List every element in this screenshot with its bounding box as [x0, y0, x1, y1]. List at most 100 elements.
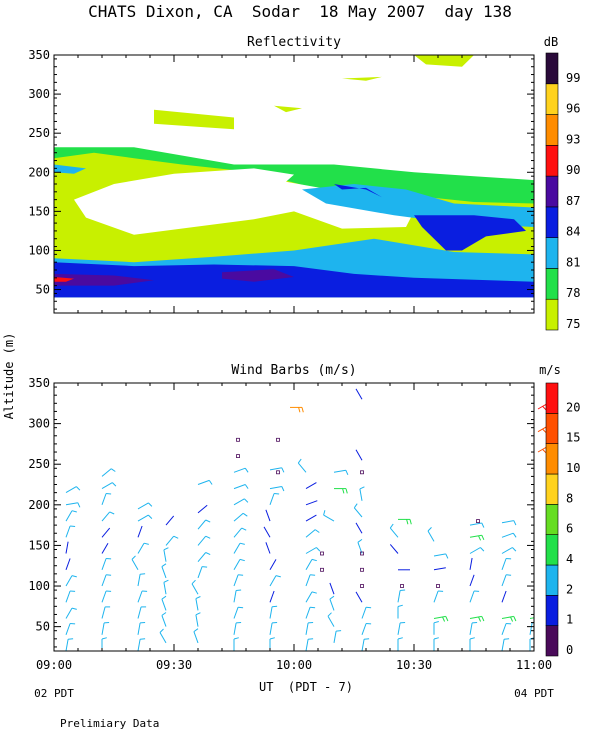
reflectivity-colorbar-label: 93 — [566, 132, 580, 146]
reflectivity-colorbar-label: 90 — [566, 163, 580, 177]
wind-barb — [427, 527, 435, 542]
wind-barb-staff — [233, 467, 246, 473]
reflectivity-y-tick-label: 50 — [36, 283, 50, 297]
wind-barb-feather — [101, 637, 107, 640]
wind-barb-feather — [323, 510, 326, 516]
wind-barb-staff — [269, 622, 273, 635]
wind-barb-staff — [161, 615, 167, 627]
wind-barb — [305, 622, 314, 635]
wind-calm-marker — [400, 584, 404, 588]
wind-barb-staff — [65, 623, 71, 635]
wind-barb-feather — [359, 486, 365, 490]
wind-barb-feather — [205, 535, 211, 539]
wind-barb-feather — [316, 547, 321, 552]
reflectivity-colorbar-label: 78 — [566, 286, 580, 300]
wind-barb — [469, 590, 480, 603]
wind-barb — [305, 591, 317, 603]
wind-barb-staff — [361, 607, 367, 619]
wind-barb-staff — [195, 598, 199, 611]
wind-barb — [501, 574, 512, 587]
wind-barb — [101, 590, 112, 603]
wind-barb — [65, 510, 77, 522]
reflectivity-y-tick-label: 350 — [28, 48, 50, 62]
wind-barb — [355, 591, 363, 603]
wind-barb-staff — [137, 590, 143, 603]
wind-barb-staff — [397, 622, 401, 635]
wind-barb-staff — [329, 582, 335, 595]
wind-barb-feather — [143, 542, 149, 545]
wind-barb-staff — [469, 574, 475, 587]
wind-barb-staff — [101, 574, 107, 587]
wind-barb-staff — [269, 486, 282, 490]
wind-barb — [65, 502, 81, 508]
wind-barb-staff — [65, 639, 69, 651]
reflectivity-contours — [54, 55, 534, 298]
wind-colorbar-swatch — [545, 534, 559, 566]
wind-barb-staff — [305, 514, 317, 522]
wind-barb-staff — [163, 549, 167, 562]
wind-barb — [233, 542, 245, 554]
x-tick-label: 10:00 — [276, 658, 312, 672]
wind-barb-feather — [239, 542, 245, 545]
wind-barb-staff — [165, 535, 175, 546]
wind-barb-staff — [233, 590, 237, 603]
wind-barb-staff — [433, 553, 446, 557]
wind-barb — [137, 542, 149, 554]
reflectivity-y-tick-label: 250 — [28, 126, 50, 140]
wind-barb-staff — [137, 574, 141, 587]
wind-barb — [137, 590, 148, 603]
wind-barb — [269, 590, 275, 603]
wind-barb-staff — [529, 622, 533, 635]
wind-barb-staff — [165, 515, 175, 526]
reflectivity-colorbar-label: 84 — [566, 225, 580, 239]
wind-barb-staff — [233, 607, 239, 619]
wind-barb-feather — [481, 522, 485, 528]
wind-barb-staff — [469, 534, 482, 538]
wind-barb-staff — [233, 527, 243, 538]
wind-barb-feather — [345, 469, 349, 476]
reflectivity-colorbar-swatch — [545, 206, 559, 238]
wind-barb — [433, 637, 439, 651]
wind-colorbar-label: 2 — [566, 582, 573, 596]
wind-barb-feather — [409, 519, 412, 525]
wind-barb — [101, 482, 117, 490]
wind-barb-staff — [233, 622, 237, 635]
wind-barb-strong-feather — [298, 407, 301, 413]
wind-barb — [469, 637, 475, 651]
wind-barb-staff — [305, 559, 313, 571]
wind-barb — [233, 637, 239, 651]
wind-barb-staff — [469, 615, 482, 619]
wind-barb-feather — [244, 484, 249, 489]
wind-barb-staff — [359, 488, 363, 501]
wind-barb-staff — [355, 522, 363, 534]
reflectivity-title: Reflectivity — [247, 35, 341, 50]
wind-colorbar-label: 4 — [566, 552, 573, 566]
reflectivity-contour-84 — [54, 262, 534, 298]
wind-barb-staff — [65, 558, 71, 570]
wind-barb — [101, 493, 112, 505]
wind-barb-feather — [159, 628, 164, 633]
wind-barb — [197, 552, 211, 563]
wind-barb-staff — [297, 462, 307, 473]
wind-barb-staff — [193, 631, 199, 644]
wind-barb — [329, 595, 335, 611]
wind-barb-staff — [361, 639, 365, 651]
wind-barb — [161, 595, 167, 611]
wind-barb-staff — [137, 622, 141, 635]
wind-colorbar-swatch — [545, 382, 559, 414]
wind-barb — [433, 590, 444, 603]
wind-barb — [269, 622, 278, 635]
wind-barb — [323, 510, 335, 522]
wind-barb — [65, 525, 76, 538]
wind-barb — [269, 486, 285, 492]
wind-barb-staff — [65, 541, 69, 554]
wind-barb-staff — [501, 532, 514, 538]
wind-colorbar-swatch — [545, 473, 559, 505]
wind-barb-staff — [137, 502, 149, 510]
wind-barb-feather — [311, 558, 317, 562]
wind-barb — [433, 567, 446, 571]
wind-barb-staff — [265, 509, 271, 522]
wind-barb — [263, 526, 271, 538]
wind-barb — [359, 486, 365, 501]
